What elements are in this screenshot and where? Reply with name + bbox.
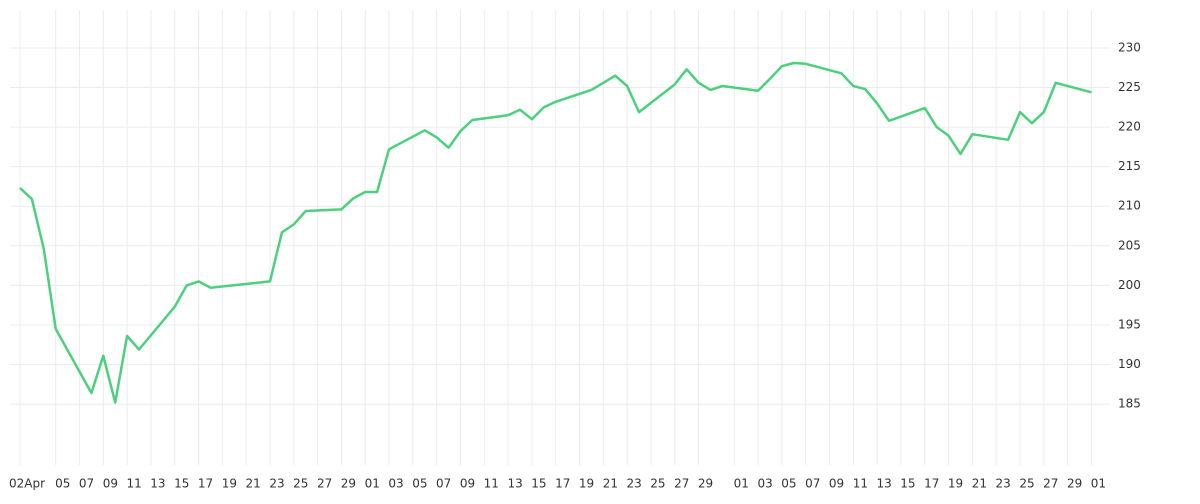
x-tick-label: 25 [650, 477, 665, 491]
x-tick-label: 17 [924, 477, 939, 491]
x-tick-label: 13 [877, 477, 892, 491]
x-tick-label: 11 [853, 477, 868, 491]
x-tick-label: 01 [1091, 477, 1106, 491]
y-tick-label: 210 [1118, 199, 1141, 213]
x-tick-label: 17 [198, 477, 213, 491]
x-tick-label: 01 [365, 477, 380, 491]
x-tick-label: 19 [222, 477, 237, 491]
x-tick-label: 19 [579, 477, 594, 491]
x-tick-label: 09 [829, 477, 844, 491]
x-tick-label: 07 [805, 477, 820, 491]
y-tick-label: 220 [1118, 120, 1141, 134]
x-tick-label: 21 [246, 477, 261, 491]
x-tick-label: 05 [781, 477, 796, 491]
x-tick-label: 03 [388, 477, 403, 491]
x-tick-label: 29 [1067, 477, 1082, 491]
y-tick-label: 195 [1118, 317, 1141, 331]
y-tick-label: 185 [1118, 397, 1141, 411]
x-tick-label: 05 [412, 477, 427, 491]
x-tick-label: 25 [1019, 477, 1034, 491]
x-tick-label: 21 [603, 477, 618, 491]
x-tick-label: 07 [436, 477, 451, 491]
x-tick-label: 13 [150, 477, 165, 491]
x-tick-label: 27 [1043, 477, 1058, 491]
x-tick-label: 27 [674, 477, 689, 491]
x-tick-label: 21 [972, 477, 987, 491]
x-tick-label: 03 [757, 477, 772, 491]
y-tick-label: 200 [1118, 278, 1141, 292]
y-tick-label: 225 [1118, 80, 1141, 94]
x-tick-label: 29 [341, 477, 356, 491]
x-tick-label: 07 [79, 477, 94, 491]
x-tick-label: 09 [460, 477, 475, 491]
y-tick-label: 205 [1118, 238, 1141, 252]
x-tick-label: 15 [531, 477, 546, 491]
y-tick-label: 190 [1118, 357, 1141, 371]
x-tick-label: 01 [734, 477, 749, 491]
x-tick-label: 15 [174, 477, 189, 491]
x-tick-label: 23 [996, 477, 1011, 491]
x-tick-label: 02Apr [9, 477, 45, 491]
x-tick-label: 15 [900, 477, 915, 491]
x-tick-label: 25 [293, 477, 308, 491]
x-tick-label: 11 [127, 477, 142, 491]
y-tick-label: 215 [1118, 159, 1141, 173]
x-tick-label: 19 [948, 477, 963, 491]
x-tick-label: 27 [317, 477, 332, 491]
x-tick-label: 13 [507, 477, 522, 491]
x-tick-label: 05 [55, 477, 70, 491]
line [19, 61, 1092, 404]
x-tick-label: 23 [627, 477, 642, 491]
x-tick-label: 17 [555, 477, 570, 491]
x-tick-label: 29 [698, 477, 713, 491]
x-tick-label: 11 [484, 477, 499, 491]
y-tick-label: 230 [1118, 40, 1141, 54]
x-tick-label: 23 [269, 477, 284, 491]
x-tick-label: 09 [103, 477, 118, 491]
